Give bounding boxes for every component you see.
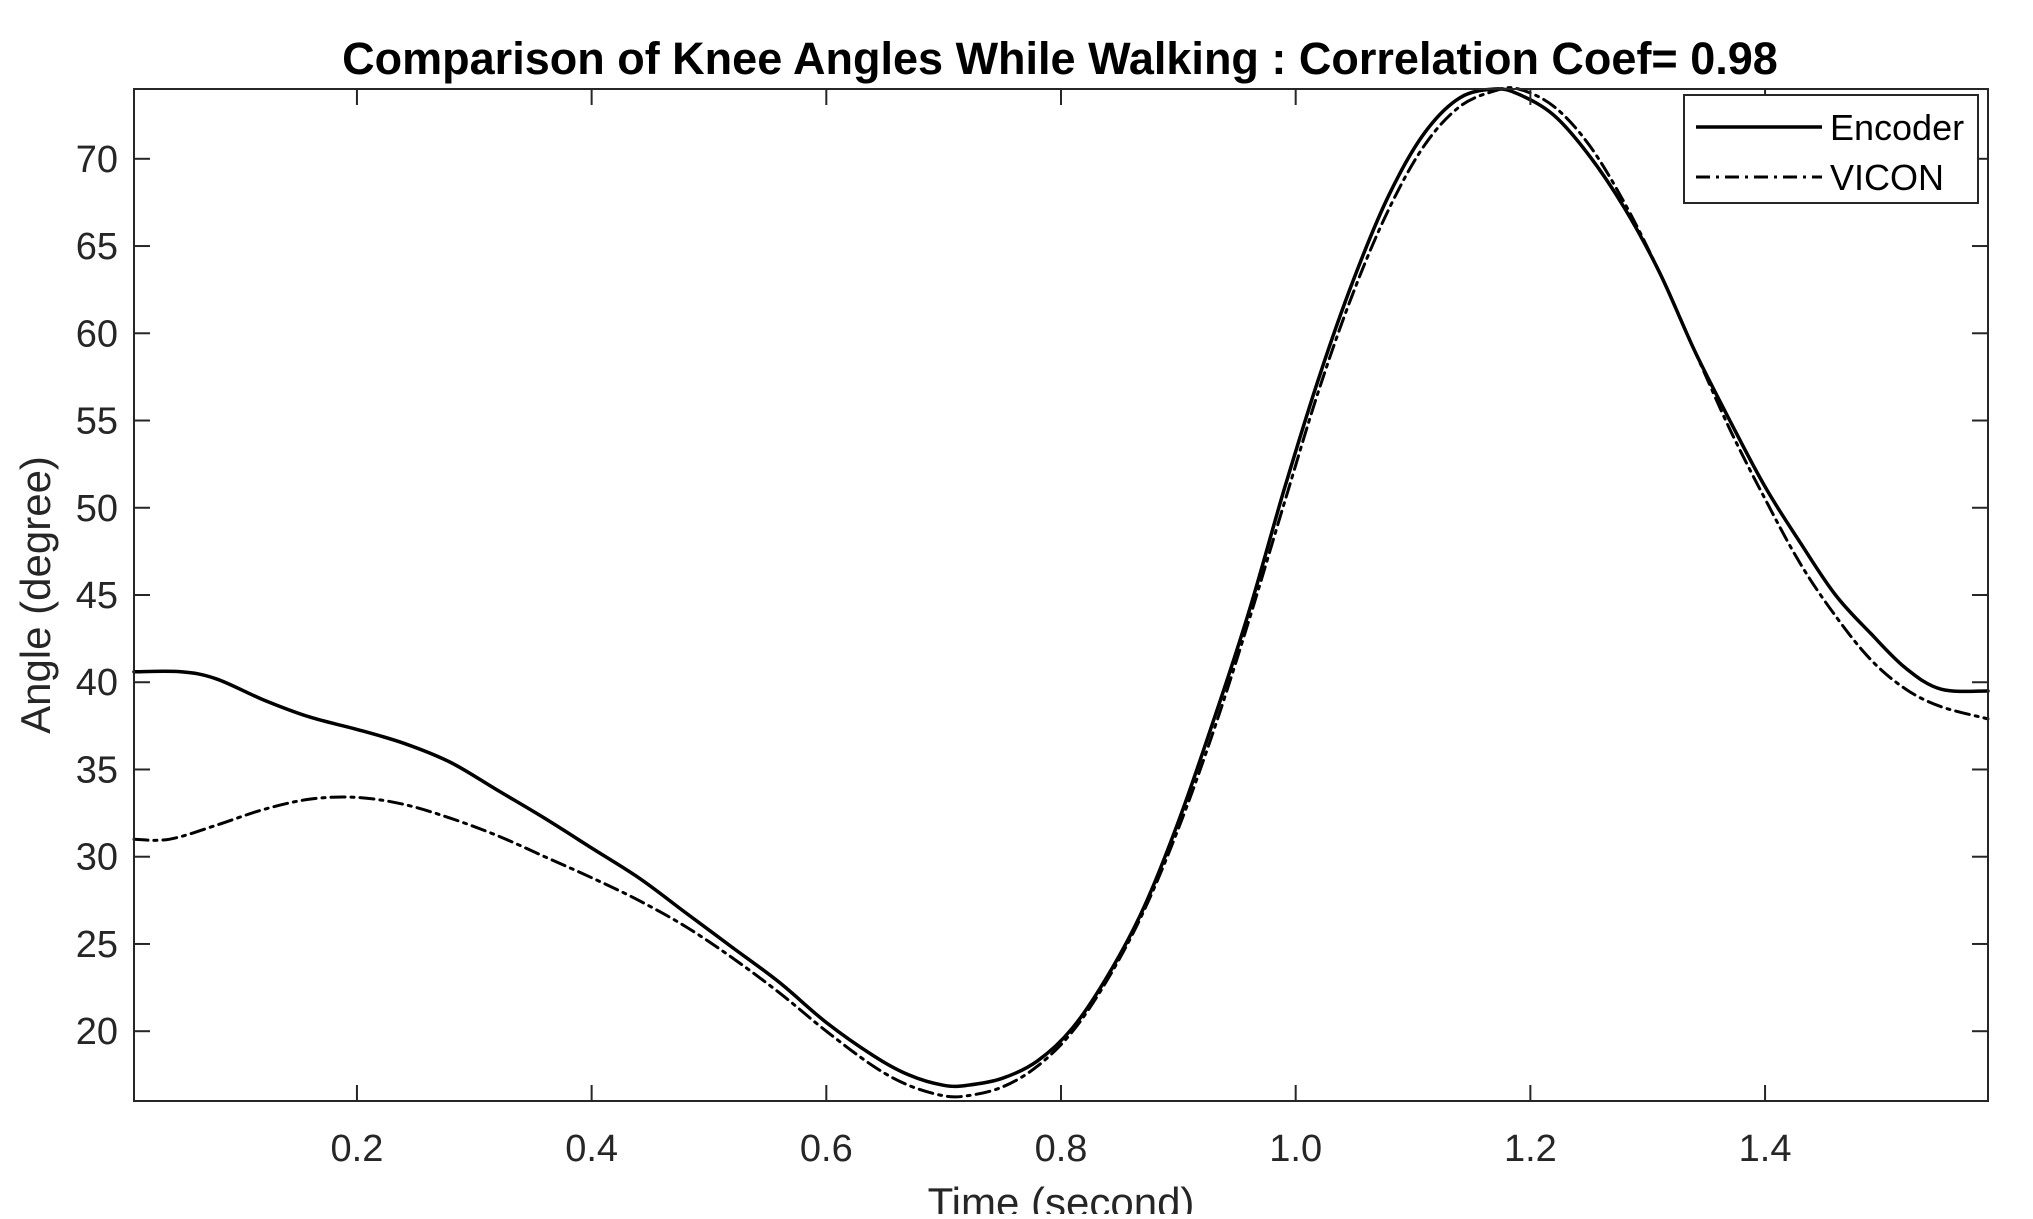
plot-frame xyxy=(133,88,1989,1102)
legend-box xyxy=(1683,94,1979,204)
x-tick-label: 1.4 xyxy=(1739,1128,1792,1170)
y-tick-label: 60 xyxy=(76,313,118,355)
x-tick-label: 0.8 xyxy=(1035,1128,1088,1170)
x-tick-label: 0.6 xyxy=(800,1128,853,1170)
series-line-vicon xyxy=(132,86,1990,1099)
series-layer xyxy=(132,86,1990,1099)
y-tick-label: 45 xyxy=(76,575,118,617)
chart-title: Comparison of Knee Angles While Walking … xyxy=(342,33,1778,84)
y-tick-label: 40 xyxy=(76,662,118,704)
legend: Encoder VICON xyxy=(1683,94,1979,204)
x-tick-label: 1.0 xyxy=(1269,1128,1322,1170)
y-tick-label: 35 xyxy=(76,749,118,791)
y-tick-label: 55 xyxy=(76,401,118,443)
legend-encoder-label: Encoder xyxy=(1830,107,1964,148)
x-tick-label: 0.4 xyxy=(565,1128,618,1170)
legend-vicon-label: VICON xyxy=(1830,157,1944,198)
y-tick-label: 25 xyxy=(76,924,118,966)
x-tick-label: 1.2 xyxy=(1504,1128,1557,1170)
y-tick-label: 50 xyxy=(76,488,118,530)
y-tick-label: 30 xyxy=(76,837,118,879)
y-axis-label: Angle (degree) xyxy=(12,456,59,734)
y-tick-label: 65 xyxy=(76,226,118,268)
plot-area xyxy=(134,89,1988,1101)
x-axis-label: Time (second) xyxy=(928,1179,1195,1214)
y-tick-label: 70 xyxy=(76,139,118,181)
x-tick-label: 0.2 xyxy=(331,1128,384,1170)
tick-layer: 0.2 0.4 0.6 0.8 1.0 1.2 1.4 20 25 30 35 40 45 50 55 60 6… xyxy=(76,89,1988,1170)
y-tick-label: 20 xyxy=(76,1011,118,1053)
